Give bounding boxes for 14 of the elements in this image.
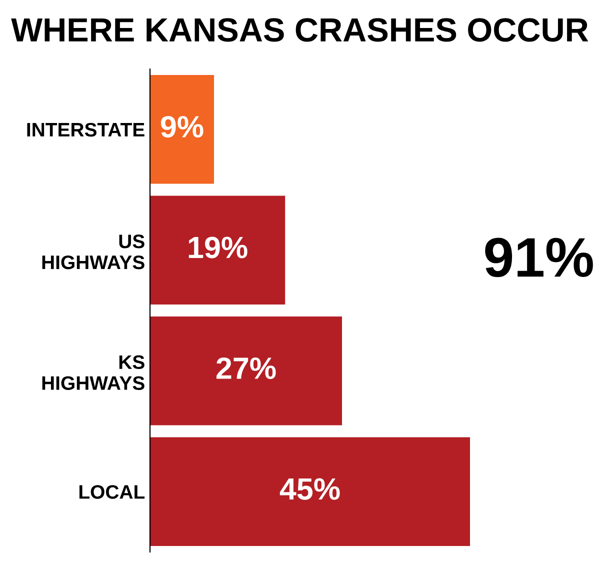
y-tick-label: US HIGHWAYS [42,234,144,270]
data-label: 27% [216,357,276,380]
bar [150,437,470,546]
bar [150,316,342,426]
bar [150,196,286,304]
data-label: 45% [280,478,340,500]
bar [150,75,214,184]
text: 91% [485,238,593,278]
chart-title: WHERE KANSAS CRASHES OCCUR [11,18,588,42]
y-tick-label: INTERSTATE [27,122,144,137]
y-tick-label: KS HIGHWAYS [42,355,144,390]
y-tick-label: LOCAL [79,485,145,499]
data-label: 19% [188,236,248,258]
data-label: 9% [160,116,204,138]
